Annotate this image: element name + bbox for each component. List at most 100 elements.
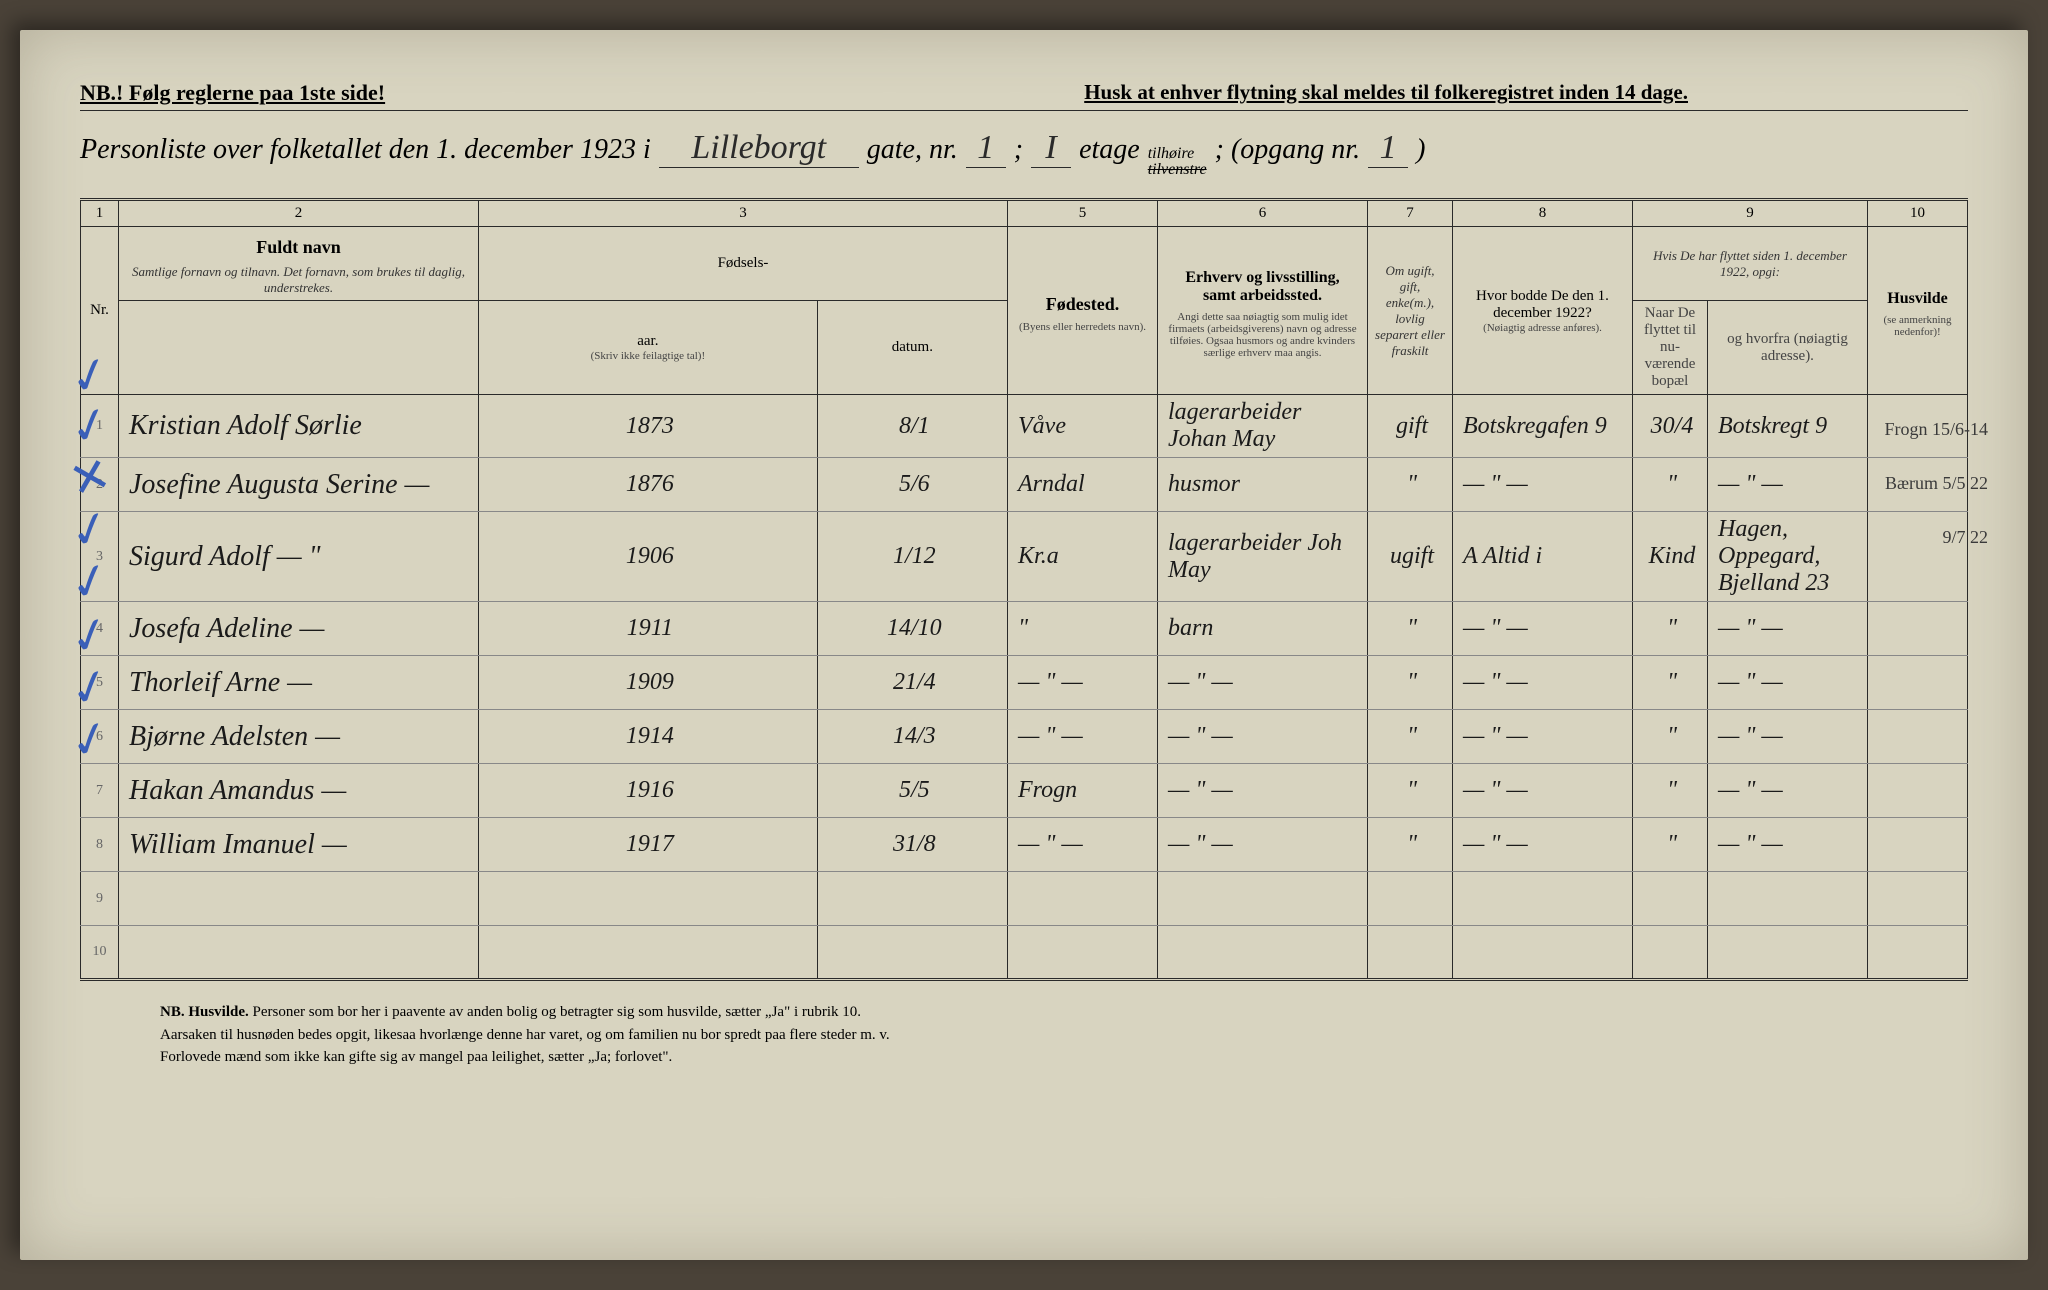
cell-date: 31/8 <box>817 818 1007 872</box>
nb-instruction: NB.! Følg reglerne paa 1ste side! <box>80 80 385 106</box>
cell-when-moved: " <box>1633 764 1708 818</box>
cell-husvilde <box>1868 710 1968 764</box>
table-body: 1 Kristian Adolf Sørlie 1873 8/1 Våve la… <box>81 395 1968 980</box>
cell-date: 5/5 <box>817 764 1007 818</box>
cell-addr1922: Botskregafen 9 <box>1453 395 1633 458</box>
cell-name: Hakan Amandus — <box>119 764 479 818</box>
margin-note: Frogn 15/6-14 <box>1885 419 1989 440</box>
cell-occupation: lagerarbeider Joh May <box>1158 512 1368 602</box>
table-row: 10 <box>81 926 1968 980</box>
tilhoire-label: tilhøire <box>1148 146 1207 162</box>
cell-from-where <box>1708 872 1868 926</box>
etage-label: etage <box>1079 134 1140 166</box>
col-moved-header: Hvis De har flyttet siden 1. december 19… <box>1633 227 1868 301</box>
cell-husvilde <box>1868 656 1968 710</box>
row-number: 8 <box>81 818 119 872</box>
cell-from-where <box>1708 926 1868 980</box>
cell-name: William Imanuel — <box>119 818 479 872</box>
margin-note: 9/7 22 <box>1942 527 1988 548</box>
col-fodested-header: Fødested. (Byens eller herredets navn). <box>1008 227 1158 395</box>
cell-birthplace: Våve <box>1008 395 1158 458</box>
cell-husvilde <box>1868 872 1968 926</box>
cell-date: 1/12 <box>817 512 1007 602</box>
cell-from-where: Botskregt 9 <box>1708 395 1868 458</box>
cell-husvilde <box>1868 512 1968 602</box>
cell-addr1922: — " — <box>1453 602 1633 656</box>
cell-marital: " <box>1368 764 1453 818</box>
cell-husvilde <box>1868 818 1968 872</box>
cell-marital: " <box>1368 710 1453 764</box>
cell-from-where: — " — <box>1708 602 1868 656</box>
cell-birthplace <box>1008 872 1158 926</box>
cell-occupation: — " — <box>1158 818 1368 872</box>
cell-when-moved: " <box>1633 602 1708 656</box>
row-number: 1 <box>81 395 119 458</box>
cell-year: 1911 <box>479 602 818 656</box>
cell-occupation: — " — <box>1158 656 1368 710</box>
cell-occupation: lagerarbeider Johan May <box>1158 395 1368 458</box>
cell-date: 5/6 <box>817 458 1007 512</box>
cell-marital <box>1368 926 1453 980</box>
cell-from-where: — " — <box>1708 710 1868 764</box>
col-name-header: Fuldt navn Samtlige fornavn og tilnavn. … <box>119 227 479 301</box>
cell-occupation <box>1158 872 1368 926</box>
cell-occupation: barn <box>1158 602 1368 656</box>
cell-husvilde <box>1868 926 1968 980</box>
cell-addr1922: — " — <box>1453 818 1633 872</box>
row-number: 6 <box>81 710 119 764</box>
table-row: 4 Josefa Adeline — 1911 14/10 " barn " —… <box>81 602 1968 656</box>
cell-when-moved: " <box>1633 458 1708 512</box>
cell-year <box>479 926 818 980</box>
cell-from-where: — " — <box>1708 818 1868 872</box>
cell-marital <box>1368 872 1453 926</box>
cell-year: 1873 <box>479 395 818 458</box>
tilvenstre-struck: tilvenstre <box>1148 162 1207 178</box>
cell-date: 14/10 <box>817 602 1007 656</box>
cell-date <box>817 926 1007 980</box>
col-hvorfra-header: og hvorfra (nøiagtig adresse). <box>1708 301 1868 395</box>
cell-date <box>817 872 1007 926</box>
row-number: 5 <box>81 656 119 710</box>
cell-marital: " <box>1368 656 1453 710</box>
cell-when-moved: " <box>1633 710 1708 764</box>
margin-note: Bærum 5/5 22 <box>1885 473 1988 494</box>
table-row: 5 Thorleif Arne — 1909 21/4 — " — — " — … <box>81 656 1968 710</box>
cell-occupation: — " — <box>1158 710 1368 764</box>
col-fodsels-header: Fødsels- <box>479 227 1008 301</box>
cell-when-moved: Kind <box>1633 512 1708 602</box>
cell-name: Bjørne Adelsten — <box>119 710 479 764</box>
table-row: 1 Kristian Adolf Sørlie 1873 8/1 Våve la… <box>81 395 1968 458</box>
cell-from-where: Hagen, Oppegard, Bjelland 23 <box>1708 512 1868 602</box>
cell-marital: " <box>1368 818 1453 872</box>
cell-birthplace: — " — <box>1008 656 1158 710</box>
cell-year: 1909 <box>479 656 818 710</box>
table-row: 8 William Imanuel — 1917 31/8 — " — — " … <box>81 818 1968 872</box>
cell-name: Thorleif Arne — <box>119 656 479 710</box>
cell-date: 14/3 <box>817 710 1007 764</box>
cell-occupation: — " — <box>1158 764 1368 818</box>
col-aar-header: aar. (Skriv ikke feilagtige tal)! <box>479 301 818 395</box>
cell-birthplace <box>1008 926 1158 980</box>
row-number: 4 <box>81 602 119 656</box>
table-row: 3 Sigurd Adolf — " 1906 1/12 Kr.a lagera… <box>81 512 1968 602</box>
cell-when-moved: " <box>1633 818 1708 872</box>
cell-year: 1916 <box>479 764 818 818</box>
cell-addr1922 <box>1453 926 1633 980</box>
street-name-handwritten: Lilleborgt <box>659 129 859 168</box>
cell-addr1922: — " — <box>1453 458 1633 512</box>
cell-year: 1914 <box>479 710 818 764</box>
cell-birthplace: Arndal <box>1008 458 1158 512</box>
cell-marital: " <box>1368 458 1453 512</box>
cell-addr1922 <box>1453 872 1633 926</box>
cell-from-where: — " — <box>1708 764 1868 818</box>
cell-marital: " <box>1368 602 1453 656</box>
cell-name: Sigurd Adolf — " <box>119 512 479 602</box>
cell-when-moved <box>1633 872 1708 926</box>
title-prefix: Personliste over folketallet den 1. dece… <box>80 134 651 166</box>
cell-husvilde <box>1868 764 1968 818</box>
row-number: 9 <box>81 872 119 926</box>
title-line: Personliste over folketallet den 1. dece… <box>80 129 1968 178</box>
row-number: 3 <box>81 512 119 602</box>
cell-occupation <box>1158 926 1368 980</box>
top-instruction-line: NB.! Følg reglerne paa 1ste side! Husk a… <box>80 80 1968 111</box>
